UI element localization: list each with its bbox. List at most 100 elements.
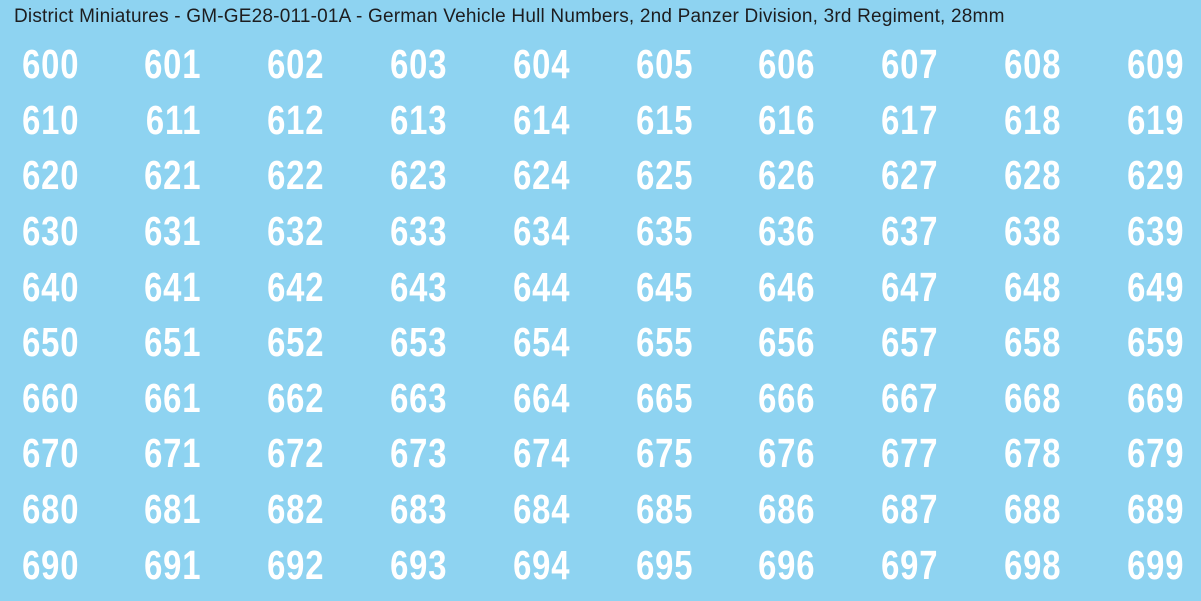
hull-number: 611	[145, 96, 201, 143]
hull-number: 670	[21, 430, 79, 477]
hull-number-cell: 633	[357, 204, 480, 260]
hull-number-cell: 689	[1094, 482, 1201, 538]
hull-number-cell: 614	[480, 93, 603, 149]
hull-number-cell: 612	[235, 93, 358, 149]
hull-number: 630	[21, 208, 79, 255]
hull-number-cell: 639	[1094, 204, 1201, 260]
hull-number-cell: 680	[0, 482, 112, 538]
hull-number: 633	[390, 208, 448, 255]
hull-number: 603	[390, 41, 448, 88]
hull-number-cell: 690	[0, 537, 112, 593]
hull-number-cell: 661	[112, 371, 235, 427]
hull-number: 660	[21, 374, 79, 421]
hull-number: 689	[1127, 486, 1185, 533]
hull-number: 643	[390, 263, 448, 310]
hull-number-cell: 625	[603, 148, 726, 204]
hull-number: 649	[1127, 263, 1185, 310]
hull-number-cell: 640	[0, 259, 112, 315]
hull-number: 667	[881, 374, 939, 421]
hull-number-cell: 609	[1094, 37, 1201, 93]
hull-number: 623	[390, 152, 448, 199]
hull-number-cell: 610	[0, 93, 112, 149]
hull-number-cell: 649	[1094, 259, 1201, 315]
hull-number-cell: 698	[971, 537, 1094, 593]
hull-number-cell: 632	[235, 204, 358, 260]
hull-number: 613	[390, 96, 448, 143]
hull-number: 680	[21, 486, 79, 533]
hull-number-cell: 619	[1094, 93, 1201, 149]
hull-number: 651	[144, 319, 202, 366]
hull-number-cell: 643	[357, 259, 480, 315]
hull-number-cell: 693	[357, 537, 480, 593]
hull-number: 681	[144, 486, 202, 533]
hull-number-cell: 646	[726, 259, 849, 315]
hull-number: 648	[1004, 263, 1062, 310]
hull-number-cell: 647	[849, 259, 972, 315]
hull-number-cell: 637	[849, 204, 972, 260]
hull-number: 679	[1127, 430, 1185, 477]
hull-number: 674	[513, 430, 571, 477]
hull-number: 697	[881, 541, 939, 588]
hull-number-cell: 648	[971, 259, 1094, 315]
hull-number-cell: 660	[0, 371, 112, 427]
hull-number-cell: 652	[235, 315, 358, 371]
hull-number-cell: 653	[357, 315, 480, 371]
hull-number-cell: 678	[971, 426, 1094, 482]
hull-number-cell: 602	[235, 37, 358, 93]
hull-number-cell: 616	[726, 93, 849, 149]
hull-number: 626	[758, 152, 816, 199]
hull-number: 605	[635, 41, 693, 88]
hull-number-cell: 629	[1094, 148, 1201, 204]
hull-number: 683	[390, 486, 448, 533]
hull-number: 635	[635, 208, 693, 255]
hull-number: 663	[390, 374, 448, 421]
hull-number: 644	[513, 263, 571, 310]
hull-number-cell: 662	[235, 371, 358, 427]
hull-number-cell: 656	[726, 315, 849, 371]
hull-number: 671	[144, 430, 202, 477]
hull-number: 682	[267, 486, 325, 533]
hull-number: 662	[267, 374, 325, 421]
hull-number-cell: 675	[603, 426, 726, 482]
hull-number: 616	[758, 96, 816, 143]
hull-number-cell: 655	[603, 315, 726, 371]
hull-number: 639	[1127, 208, 1185, 255]
hull-number: 661	[144, 374, 202, 421]
hull-number-cell: 628	[971, 148, 1094, 204]
hull-number: 602	[267, 41, 325, 88]
hull-number: 614	[513, 96, 571, 143]
hull-number: 698	[1004, 541, 1062, 588]
hull-number: 656	[758, 319, 816, 366]
hull-number-cell: 692	[235, 537, 358, 593]
hull-number-cell: 605	[603, 37, 726, 93]
hull-number-cell: 663	[357, 371, 480, 427]
hull-number: 645	[635, 263, 693, 310]
hull-number-cell: 697	[849, 537, 972, 593]
hull-number: 684	[513, 486, 571, 533]
hull-number-cell: 694	[480, 537, 603, 593]
hull-number: 668	[1004, 374, 1062, 421]
hull-number: 654	[513, 319, 571, 366]
hull-number: 607	[881, 41, 939, 88]
hull-number: 609	[1127, 41, 1185, 88]
hull-number-cell: 630	[0, 204, 112, 260]
hull-number: 641	[144, 263, 202, 310]
hull-number: 690	[21, 541, 79, 588]
hull-number-cell: 631	[112, 204, 235, 260]
hull-number-cell: 600	[0, 37, 112, 93]
hull-number: 622	[267, 152, 325, 199]
hull-number: 695	[635, 541, 693, 588]
hull-number: 606	[758, 41, 816, 88]
hull-number-cell: 641	[112, 259, 235, 315]
hull-number-cell: 635	[603, 204, 726, 260]
sheet-title: District Miniatures - GM-GE28-011-01A - …	[14, 6, 1005, 27]
hull-number: 632	[267, 208, 325, 255]
hull-number: 636	[758, 208, 816, 255]
hull-number: 621	[144, 152, 202, 199]
hull-number-cell: 659	[1094, 315, 1201, 371]
hull-number: 600	[21, 41, 79, 88]
hull-number-cell: 627	[849, 148, 972, 204]
hull-number: 693	[390, 541, 448, 588]
hull-number: 647	[881, 263, 939, 310]
hull-number: 692	[267, 541, 325, 588]
